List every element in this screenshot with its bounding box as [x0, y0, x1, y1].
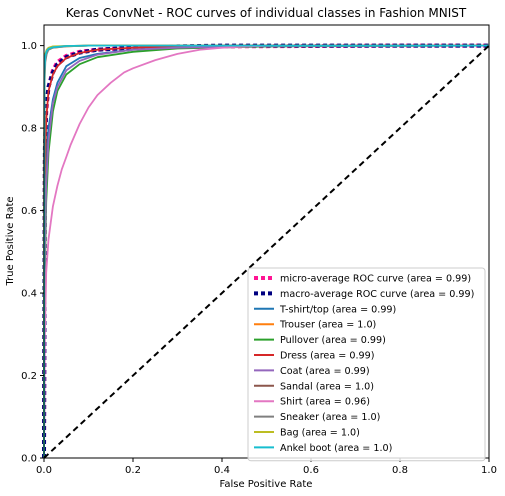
y-tick-label: 0.8 [21, 124, 37, 135]
legend-label-shirt: Shirt (area = 0.96) [280, 397, 370, 408]
y-tick-label: 0.6 [21, 206, 37, 217]
x-tick-label: 0.0 [36, 465, 52, 476]
legend-label-dress: Dress (area = 0.99) [280, 351, 374, 362]
legend-label-trouser: Trouser (area = 1.0) [279, 320, 376, 331]
series-line-shirt [43, 44, 489, 459]
y-axis-ticks: 0.0 0.2 0.4 0.6 0.8 1.0 [21, 41, 44, 465]
y-tick-label: 0.2 [21, 371, 37, 382]
legend-label-pullover: Pullover (area = 0.99) [280, 335, 386, 346]
x-tick-label: 0.6 [303, 465, 319, 476]
series-line-coat [43, 44, 490, 459]
x-tick-label: 1.0 [481, 465, 497, 476]
plot-area [42, 43, 490, 459]
y-tick-label: 1.0 [21, 41, 37, 52]
x-axis-label: False Positive Rate [220, 479, 313, 490]
legend: micro-average ROC curve (area = 0.99) mac… [247, 267, 486, 462]
y-tick-label: 0.0 [21, 454, 37, 465]
x-tick-label: 0.2 [125, 465, 141, 476]
legend-label-micro-average-roc-curve: micro-average ROC curve (area = 0.99) [280, 274, 471, 285]
legend-label-t-shirt-top: T-shirt/top (area = 0.99) [279, 304, 396, 315]
x-tick-label: 0.4 [214, 465, 230, 476]
legend-label-bag: Bag (area = 1.0) [280, 428, 360, 439]
y-tick-label: 0.4 [21, 289, 37, 300]
legend-label-sandal: Sandal (area = 1.0) [280, 381, 374, 392]
x-tick-label: 0.8 [392, 465, 408, 476]
y-axis-label: True Positive Rate [5, 196, 16, 286]
legend-label-sneaker: Sneaker (area = 1.0) [280, 412, 380, 423]
chance-diagonal-line [43, 44, 490, 459]
legend-label-coat: Coat (area = 0.99) [280, 366, 370, 377]
series-line-ankel-boot [43, 44, 489, 459]
legend-box [247, 267, 486, 462]
chart-title: Keras ConvNet - ROC curves of individual… [66, 6, 467, 20]
legend-label-macro-average-roc-curve: macro-average ROC curve (area = 0.99) [280, 289, 474, 300]
legend-label-ankel-boot: Ankel boot (area = 1.0) [280, 443, 392, 454]
